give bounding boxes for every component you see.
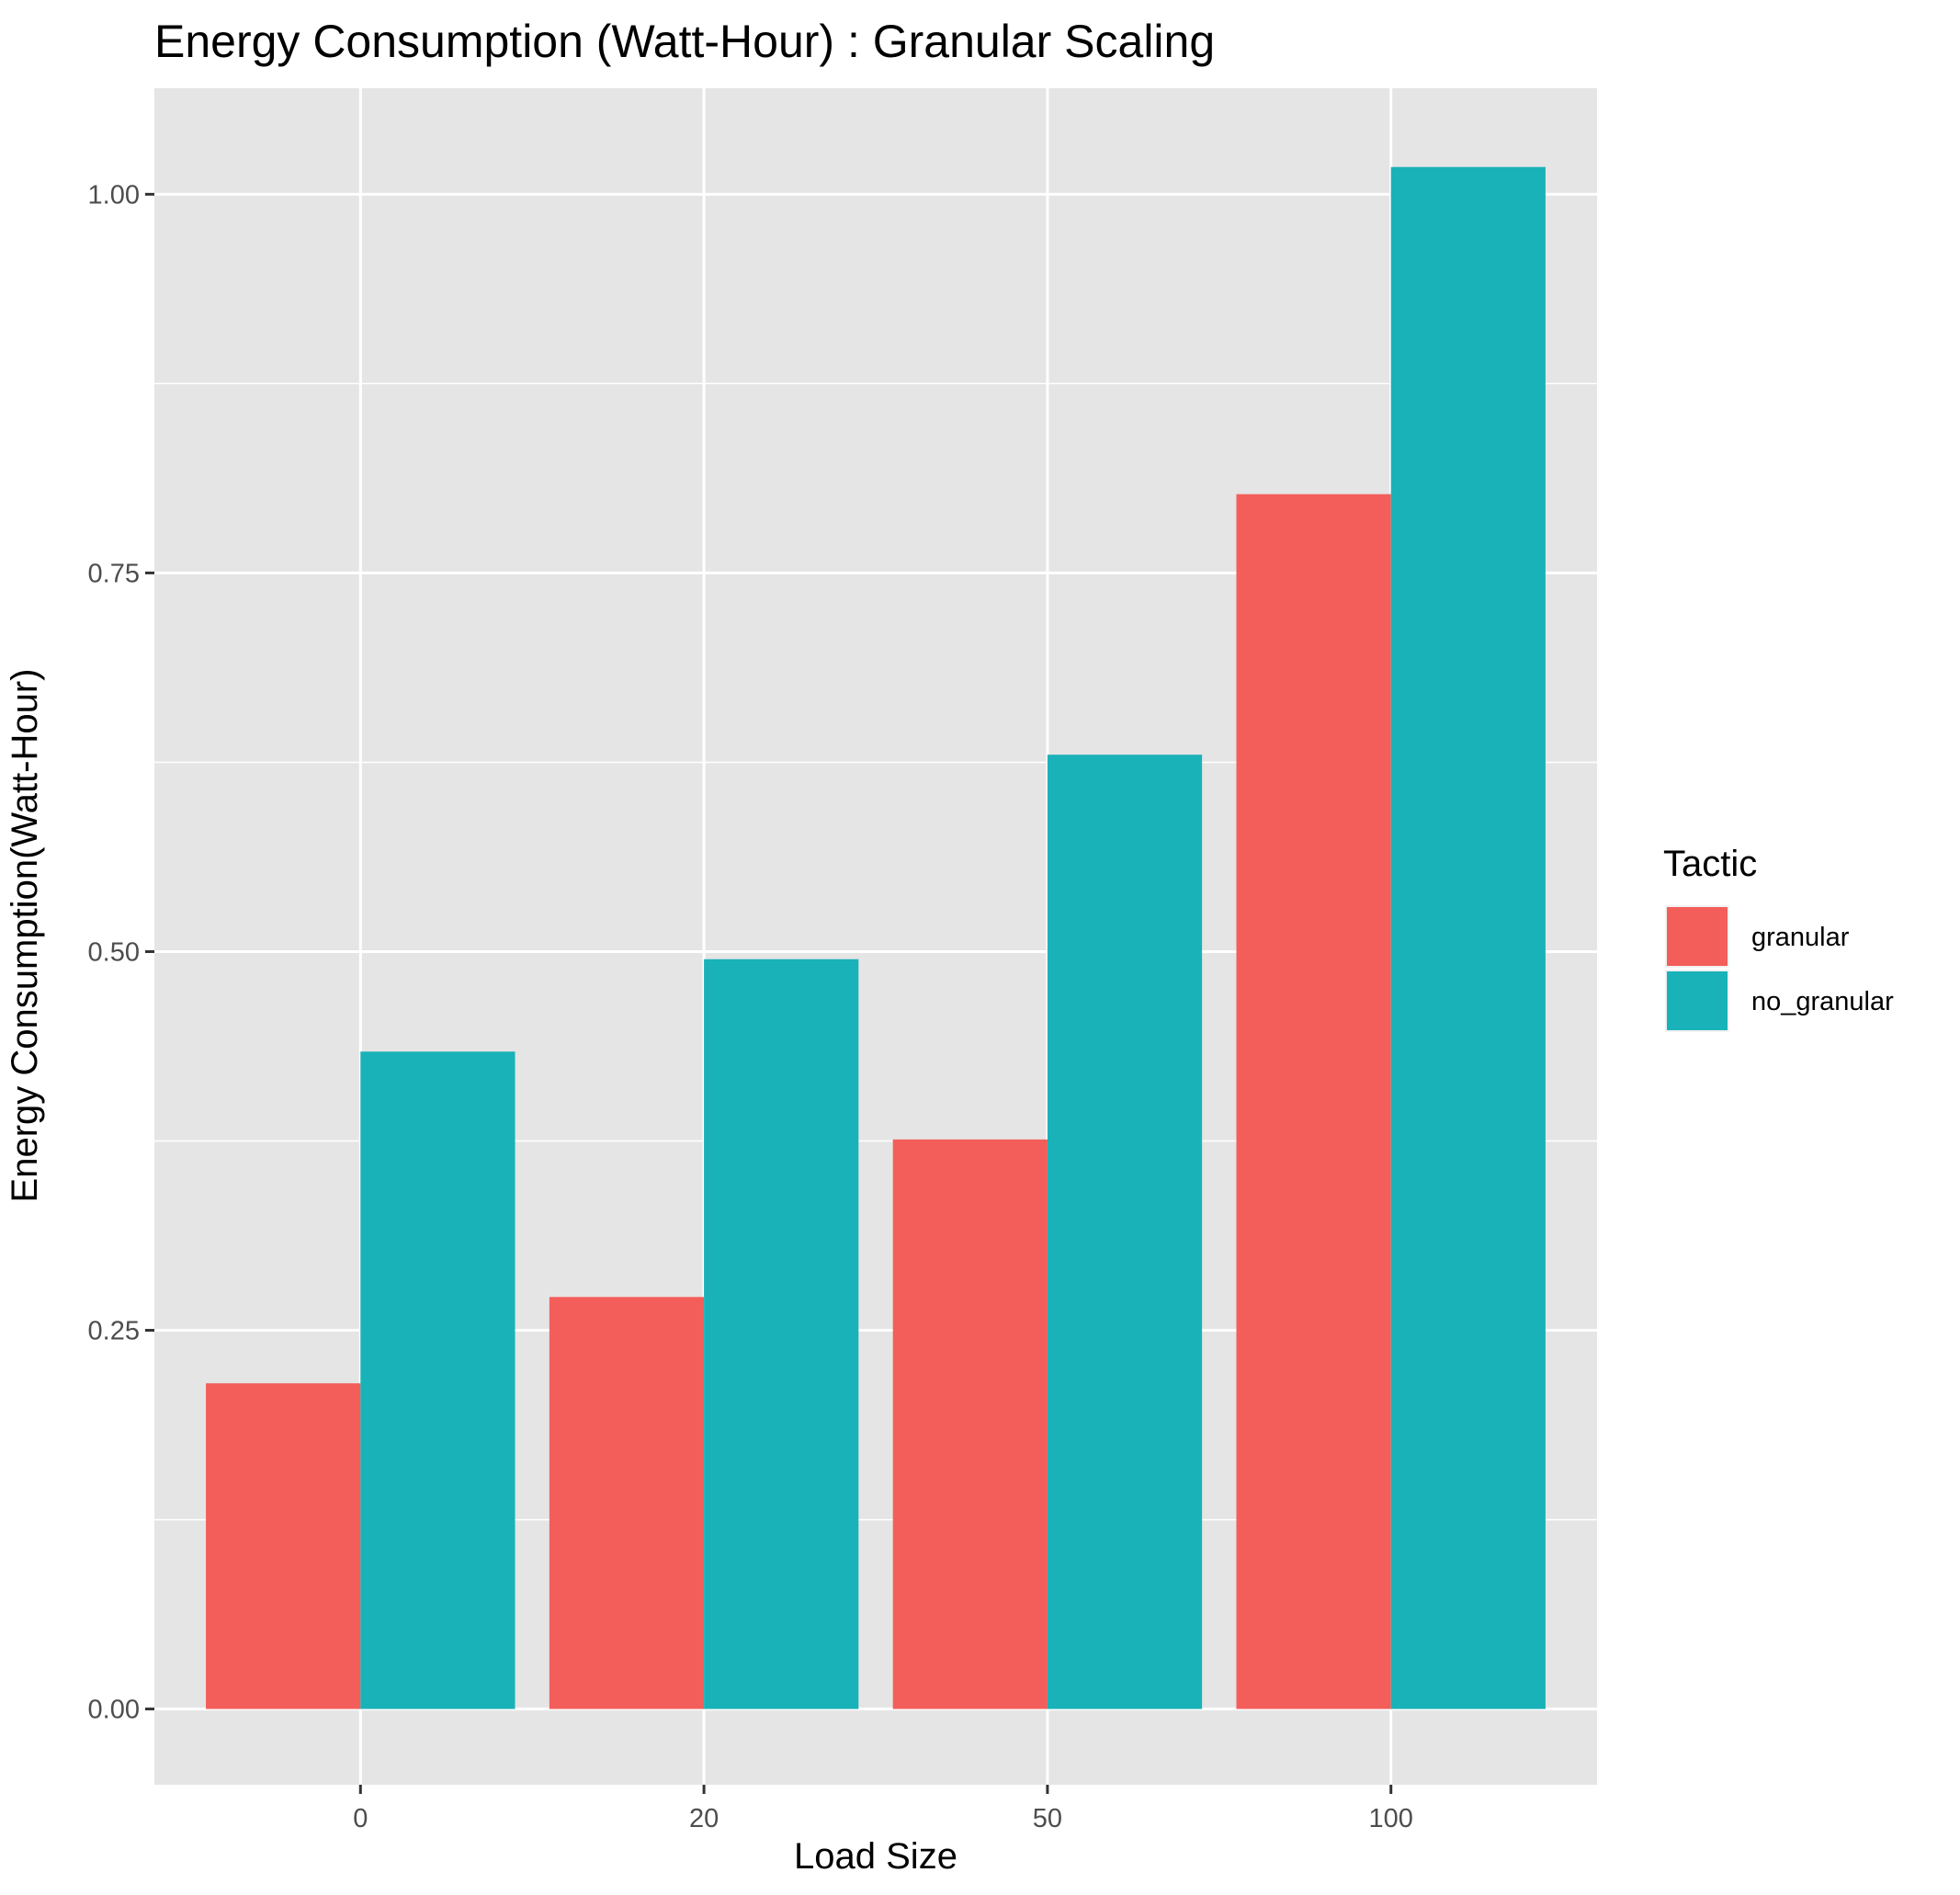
bar-granular-50 <box>892 1139 1048 1709</box>
y-axis: 0.00 0.25 0.50 0.75 1.00 <box>88 180 154 1725</box>
y-tick-label: 0.00 <box>88 1696 140 1725</box>
y-tick-label: 1.00 <box>88 180 140 210</box>
x-axis: 0 20 50 100 <box>353 1785 1413 1833</box>
legend-label-no_granular: no_granular <box>1751 987 1894 1016</box>
x-tick-label: 0 <box>353 1804 368 1833</box>
legend-swatch-granular <box>1667 907 1728 966</box>
y-tick-label: 0.25 <box>88 1317 140 1346</box>
bar-no_granular-50 <box>1047 755 1203 1709</box>
x-tick-label: 50 <box>1033 1804 1062 1833</box>
y-tick-label: 0.75 <box>88 559 140 588</box>
bar-granular-100 <box>1236 494 1391 1709</box>
chart-title: Energy Consumption (Watt-Hour) : Granula… <box>154 16 1215 67</box>
bar-no_granular-100 <box>1390 166 1546 1709</box>
bar-no_granular-20 <box>704 959 859 1709</box>
x-tick-label: 20 <box>689 1804 719 1833</box>
bar-granular-0 <box>206 1383 361 1709</box>
y-tick-label: 0.50 <box>88 937 140 967</box>
legend-title: Tactic <box>1663 844 1757 884</box>
x-tick-label: 100 <box>1369 1804 1413 1833</box>
bars <box>206 166 1546 1709</box>
legend-items: granular no_granular <box>1665 905 1894 1032</box>
bar-no_granular-0 <box>360 1051 515 1709</box>
bar-granular-20 <box>549 1297 705 1709</box>
legend: Tactic granular no_granular <box>1663 844 1894 1032</box>
y-axis-title: Energy Consumption(Watt-Hour) <box>5 669 45 1203</box>
legend-swatch-no_granular <box>1667 971 1728 1030</box>
x-axis-title: Load Size <box>794 1836 957 1877</box>
legend-label-granular: granular <box>1751 923 1850 952</box>
